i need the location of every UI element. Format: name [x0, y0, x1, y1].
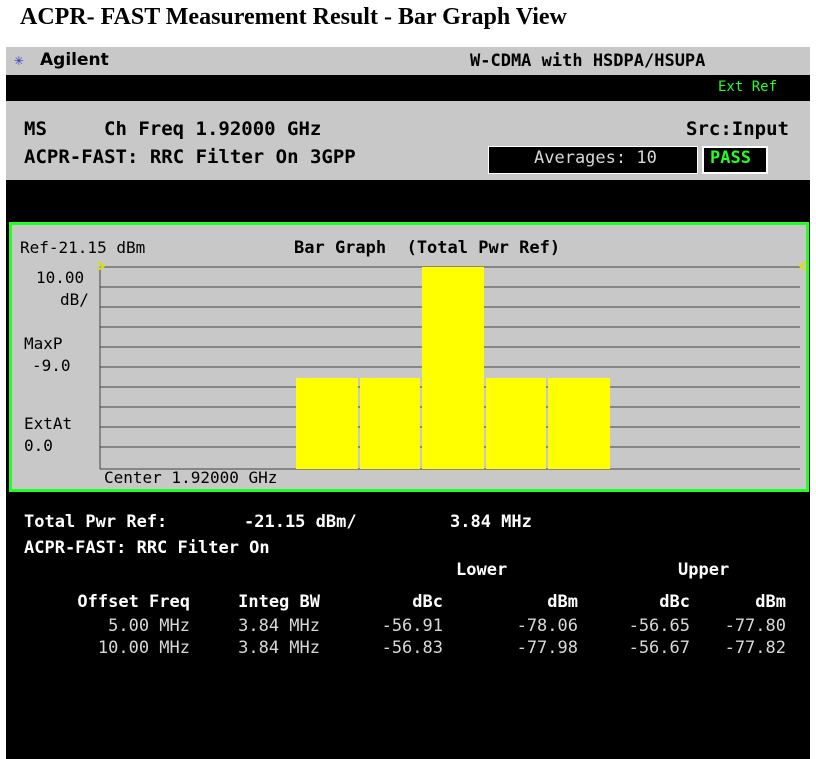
cell: -77.80: [724, 616, 786, 636]
ref-level: Ref-21.15 dBm: [20, 238, 146, 257]
maxp-label: MaxP: [24, 334, 63, 353]
maxp-value: -9.0: [32, 356, 71, 375]
cell: -77.82: [724, 638, 786, 658]
cell: 10.00 MHz: [97, 638, 190, 658]
filter: ACPR-FAST: RRC Filter On 3GPP: [24, 146, 356, 168]
pass: PASS: [710, 148, 751, 168]
ms: MS: [24, 118, 47, 140]
logo: ✳: [14, 50, 24, 69]
column-header: dBm: [547, 592, 578, 612]
total-value: -21.15 dBm/: [244, 512, 357, 532]
column-header: Integ BW: [238, 592, 320, 612]
extat-value: 0.0: [24, 436, 53, 455]
cell: -56.91: [381, 616, 443, 636]
src: Src:Input: [686, 118, 789, 140]
column-header: dBm: [755, 592, 786, 612]
extat-label: ExtAt: [24, 414, 73, 433]
center-freq: Center 1.92000 GHz: [104, 468, 278, 487]
graph-title: Bar Graph (Total Pwr Ref): [294, 238, 561, 258]
bar: [486, 378, 546, 469]
cell: -56.65: [628, 616, 690, 636]
cell: 3.84 MHz: [238, 638, 320, 658]
total-label: Total Pwr Ref:: [24, 512, 168, 532]
column-header: Offset Freq: [77, 592, 190, 612]
column-header: dBc: [412, 592, 443, 612]
ch-freq: Ch Freq 1.92000 GHz: [104, 118, 322, 140]
brand: Agilent: [40, 50, 109, 70]
bar: [422, 267, 484, 469]
cell: 5.00 MHz: [108, 616, 190, 636]
cell: -56.83: [381, 638, 443, 658]
bar: [548, 378, 610, 469]
title-bar: [6, 47, 810, 75]
cell: 3.84 MHz: [238, 616, 320, 636]
bars: [296, 267, 610, 469]
page-title: ACPR- FAST Measurement Result - Bar Grap…: [20, 4, 567, 30]
column-header: dBc: [659, 592, 690, 612]
bar: [296, 378, 358, 469]
averages: Averages: 10: [534, 148, 657, 168]
ext-ref: Ext Ref: [718, 79, 778, 95]
averages-box: [488, 146, 698, 174]
results-filter: ACPR-FAST: RRC Filter On: [24, 538, 270, 558]
bar: [360, 378, 420, 469]
ref-marker: [798, 261, 807, 271]
pass-box: [702, 146, 768, 174]
upper-header: Upper: [678, 560, 730, 580]
cell: -56.67: [628, 638, 690, 658]
cell: -78.06: [516, 616, 578, 636]
lower-header: Lower: [456, 560, 508, 580]
scale-unit: dB/: [60, 290, 89, 309]
scale: 10.00: [36, 268, 85, 287]
mode: W-CDMA with HSDPA/HSUPA: [470, 51, 706, 71]
cell: -77.98: [516, 638, 578, 658]
total-bw: 3.84 MHz: [450, 512, 532, 532]
ref-marker: [97, 261, 106, 271]
